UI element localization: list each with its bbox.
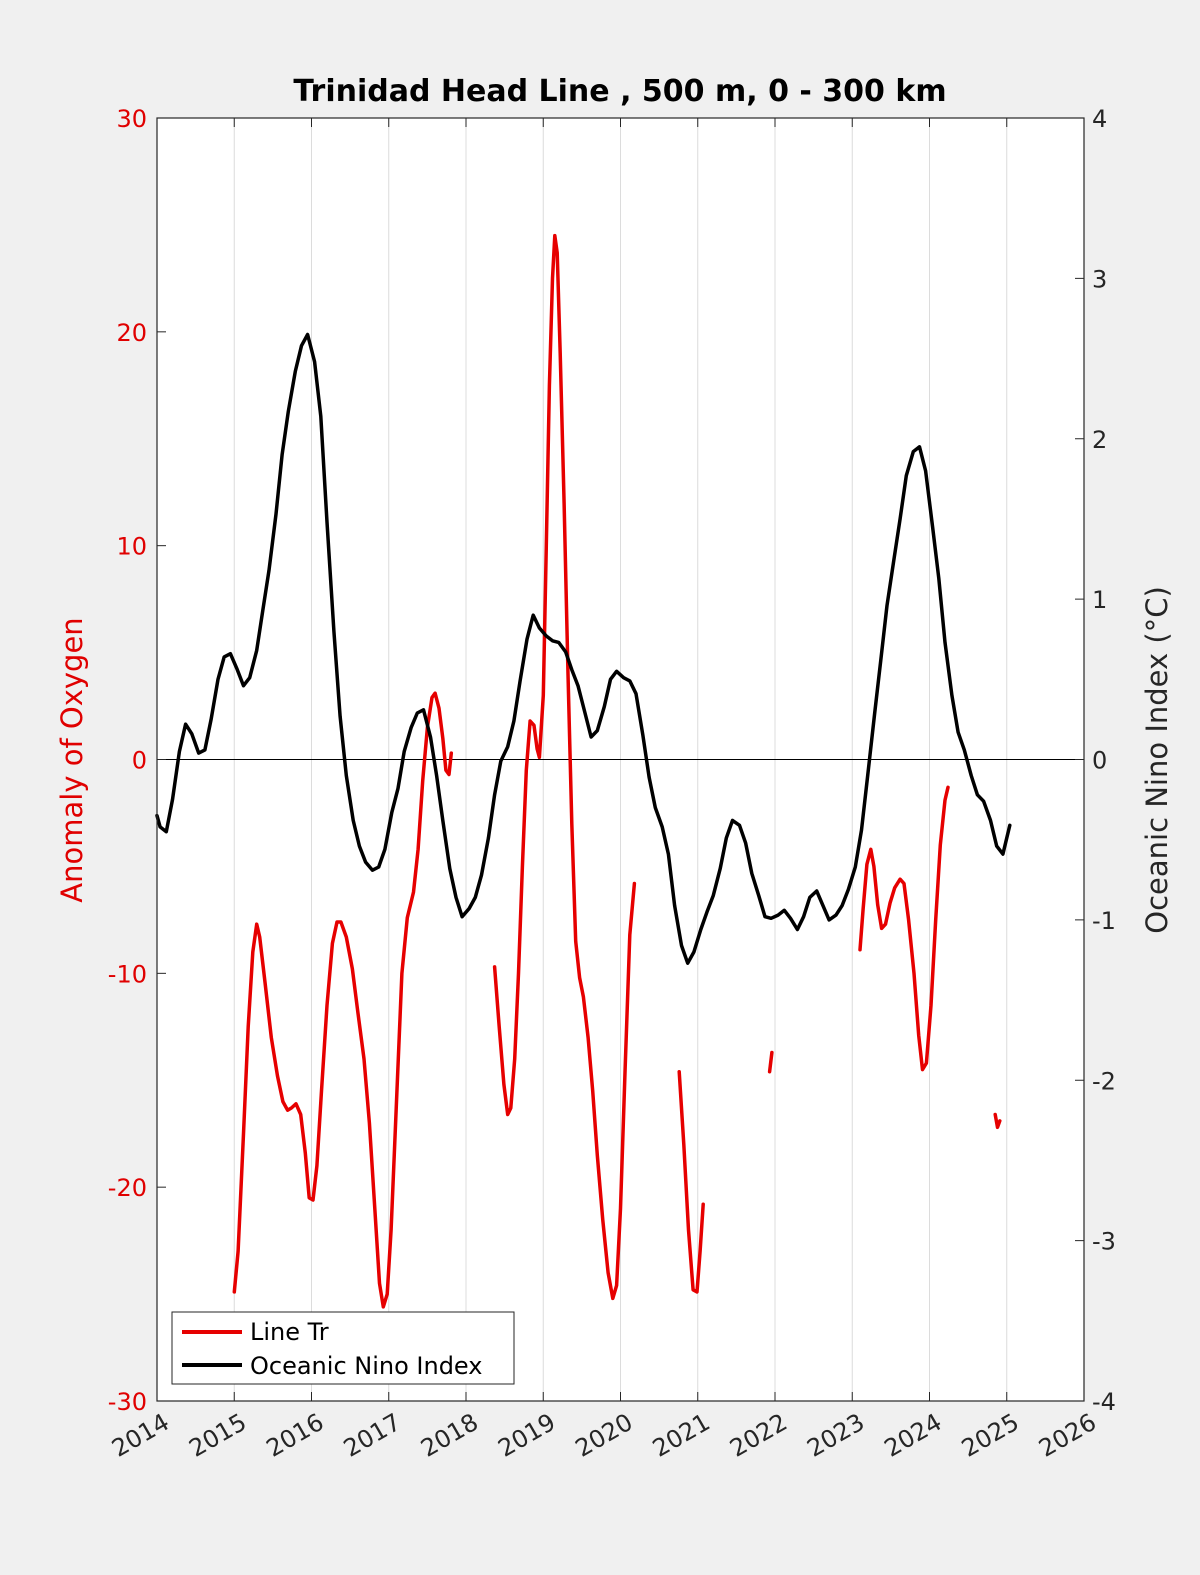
right-y-tick-label: -2 xyxy=(1092,1067,1116,1095)
right-y-axis: 4 3 2 1 0 -1 -2 -3 -4 xyxy=(1075,105,1116,1416)
series-line-tr-segment-0 xyxy=(232,691,454,1309)
left-y-tick-label: 10 xyxy=(116,533,147,561)
left-y-tick-label: 20 xyxy=(116,319,147,347)
series-line-tr-segment-4 xyxy=(858,785,950,1072)
left-y-tick-label: 0 xyxy=(132,747,147,775)
right-y-tick-label: -1 xyxy=(1092,907,1116,935)
series-line-tr-segment-5 xyxy=(993,1112,1002,1130)
chart-title: Trinidad Head Line , 500 m, 0 - 300 km xyxy=(293,74,946,109)
right-y-tick-label: 4 xyxy=(1092,105,1107,133)
left-y-tick-label: -20 xyxy=(108,1174,147,1202)
legend-label-line-tr: Line Tr xyxy=(250,1318,329,1346)
right-y-tick-label: 0 xyxy=(1092,747,1107,775)
right-y-tick-label: 3 xyxy=(1092,265,1107,293)
series-line-tr-segment-1 xyxy=(492,233,637,1301)
series-line-tr-segment-3 xyxy=(767,1050,774,1074)
series-line-tr-segment-2 xyxy=(677,1069,705,1294)
left-y-tick-label: -30 xyxy=(108,1388,147,1416)
left-y-axis-label: Anomaly of Oxygen xyxy=(55,617,89,902)
right-y-tick-label: 1 xyxy=(1092,586,1107,614)
right-y-axis-label: Oceanic Nino Index (°C) xyxy=(1140,586,1174,934)
right-y-tick-label: -3 xyxy=(1092,1228,1116,1256)
right-y-tick-label: -4 xyxy=(1092,1388,1116,1416)
legend: Line Tr Oceanic Nino Index xyxy=(171,1311,515,1385)
legend-box xyxy=(171,1311,515,1385)
right-y-tick-label: 2 xyxy=(1092,426,1107,454)
left-y-tick-label: -10 xyxy=(108,960,147,988)
series-oni-segment-0 xyxy=(155,332,1012,965)
left-y-axis: 30 20 10 0 -10 -20 -30 xyxy=(108,105,166,1416)
left-y-tick-label: 30 xyxy=(116,105,147,133)
series-layer xyxy=(155,233,1012,1309)
legend-label-oni: Oceanic Nino Index xyxy=(250,1352,482,1380)
